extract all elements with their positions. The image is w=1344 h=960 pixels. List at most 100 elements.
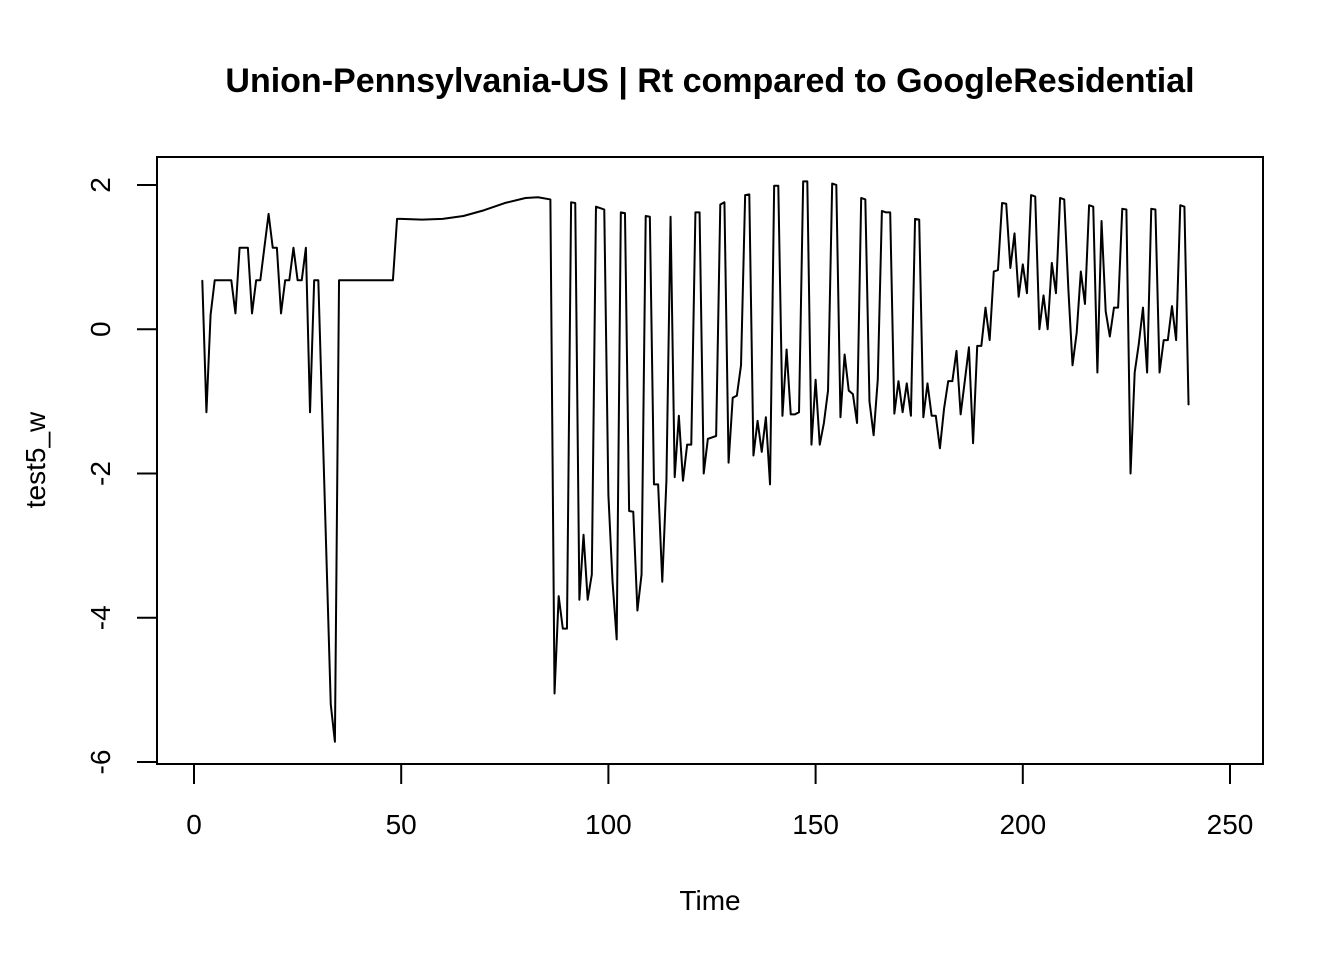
data-point [587, 599, 589, 601]
data-point [728, 462, 730, 464]
data-point [810, 444, 812, 446]
data-point [595, 206, 597, 208]
data-point [993, 271, 995, 273]
data-point [690, 444, 692, 446]
y-tick-label: 2 [85, 177, 116, 193]
data-point [554, 692, 556, 694]
data-point [549, 198, 551, 200]
data-point [852, 393, 854, 395]
data-point [1014, 232, 1016, 234]
data-point [201, 279, 203, 281]
data-point [442, 218, 444, 220]
data-point [976, 345, 978, 347]
data-point [653, 483, 655, 485]
data-point [806, 180, 808, 182]
data-point [599, 207, 601, 209]
data-point [798, 411, 800, 413]
x-tick-label: 200 [999, 809, 1046, 840]
data-point [1138, 343, 1140, 345]
data-point [877, 379, 879, 381]
y-axis: -6 -4 -2 0 2 [85, 177, 158, 774]
data-point [1154, 209, 1156, 211]
data-point [1101, 220, 1103, 222]
data-point [889, 211, 891, 213]
data-point [678, 415, 680, 417]
x-tick-label: 0 [186, 809, 202, 840]
data-point [1183, 206, 1185, 208]
data-point [732, 397, 734, 399]
x-tick-label: 150 [792, 809, 839, 840]
data-point [1038, 328, 1040, 330]
data-point [1063, 198, 1065, 200]
data-point [1059, 197, 1061, 199]
data-point [719, 203, 721, 205]
data-point [939, 447, 941, 449]
data-point [707, 438, 709, 440]
data-point [620, 211, 622, 213]
data-point [558, 595, 560, 597]
data-point [1084, 303, 1086, 305]
data-point [1018, 296, 1020, 298]
data-point [885, 211, 887, 213]
data-point [305, 247, 307, 249]
data-point [657, 483, 659, 485]
data-point [301, 279, 303, 281]
data-point [926, 382, 928, 384]
data-point [665, 480, 667, 482]
data-point [1005, 203, 1007, 205]
data-point [831, 183, 833, 185]
x-axis-label: Time [679, 885, 740, 916]
data-point [1171, 305, 1173, 307]
data-point [661, 581, 663, 583]
data-point [632, 511, 634, 513]
data-point [392, 279, 394, 281]
data-point [699, 211, 701, 213]
data-point [881, 210, 883, 212]
data-point [272, 247, 274, 249]
data-point [844, 353, 846, 355]
y-tick-label: 0 [85, 321, 116, 337]
data-point [868, 400, 870, 402]
data-point [297, 279, 299, 281]
data-point [918, 219, 920, 221]
data-point [819, 444, 821, 446]
data-point [1009, 267, 1011, 269]
data-point [864, 198, 866, 200]
data-point [525, 197, 527, 199]
data-point [794, 413, 796, 415]
data-point [1034, 196, 1036, 198]
data-point [943, 408, 945, 410]
data-point [931, 415, 933, 417]
data-point [723, 201, 725, 203]
data-point [1150, 208, 1152, 210]
data-point [313, 279, 315, 281]
data-point [1109, 335, 1111, 337]
series-layer [201, 180, 1190, 743]
data-point [1001, 202, 1003, 204]
data-point [956, 350, 957, 352]
data-point [752, 454, 754, 456]
data-point [1043, 294, 1045, 296]
data-point [910, 415, 912, 417]
data-point [786, 348, 788, 350]
data-point [1121, 208, 1123, 210]
data-point [330, 703, 332, 705]
data-point [309, 411, 311, 413]
chart-title: Union-Pennsylvania-US | Rt compared to G… [225, 62, 1194, 100]
y-axis-label: test5_w [20, 411, 51, 508]
data-point [504, 202, 506, 204]
data-point [802, 180, 804, 182]
data-point [334, 741, 336, 743]
data-point [570, 201, 572, 203]
data-point [276, 247, 278, 249]
data-point [781, 415, 783, 417]
data-point [906, 382, 908, 384]
data-point [1047, 328, 1049, 330]
data-point [1146, 372, 1148, 374]
data-point [612, 581, 614, 583]
data-point [562, 628, 564, 630]
data-point [1130, 473, 1132, 474]
data-point [1026, 292, 1028, 294]
data-point [214, 279, 216, 281]
data-point [603, 209, 605, 211]
